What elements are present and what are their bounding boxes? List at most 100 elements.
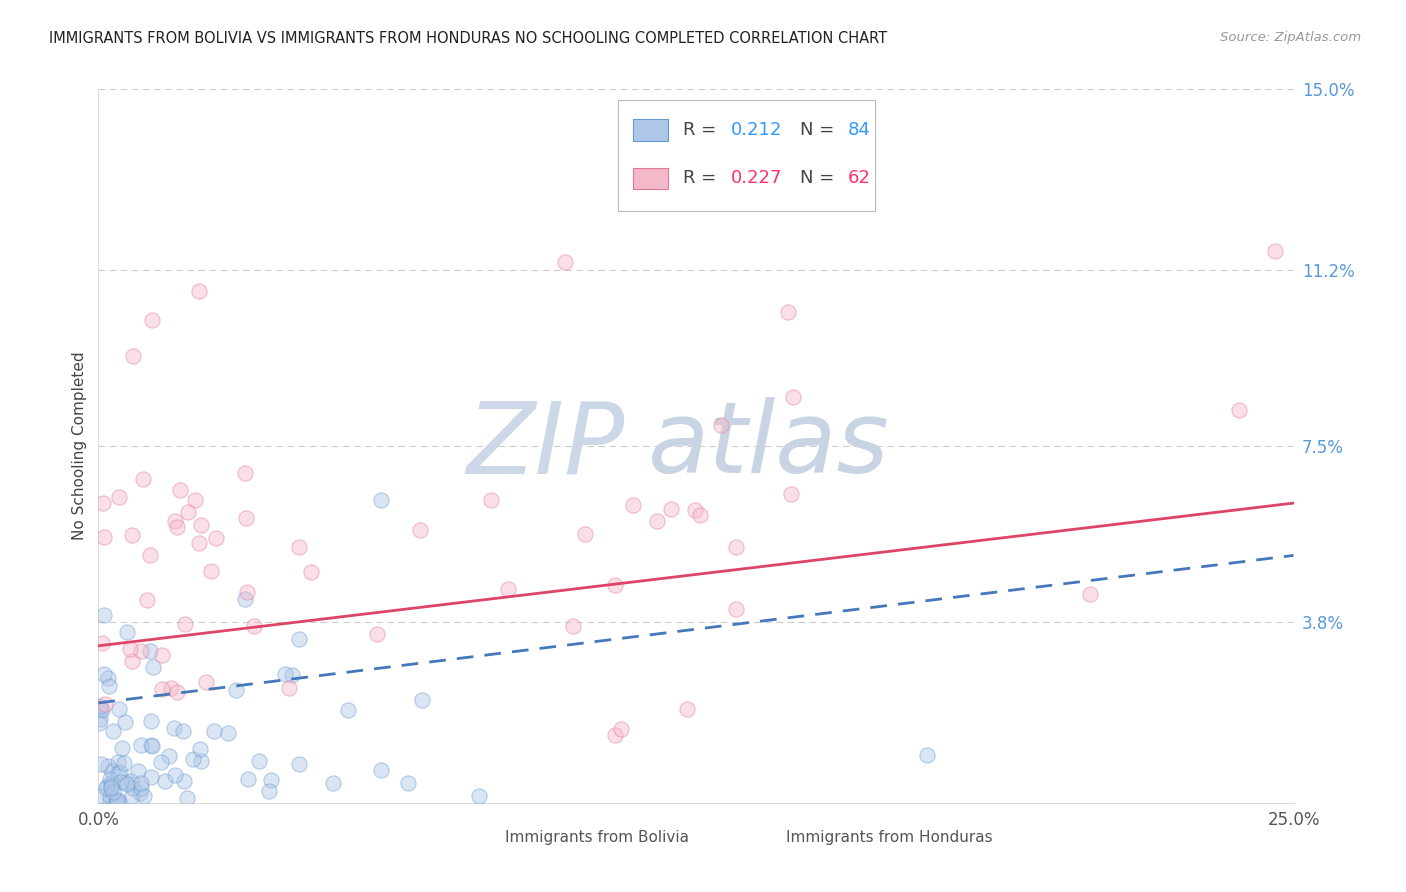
FancyBboxPatch shape	[619, 100, 876, 211]
Point	[90, 701, 112, 715]
Point	[243, 619, 266, 633]
Point	[411, 693, 433, 707]
Point	[90, 756, 112, 771]
Point	[100, 779, 122, 793]
Point	[122, 349, 145, 363]
Point	[710, 418, 733, 433]
Point	[621, 499, 644, 513]
Point	[91, 635, 114, 649]
Point	[93, 530, 115, 544]
Point	[122, 780, 145, 795]
Point	[1078, 587, 1101, 601]
Point	[685, 502, 707, 516]
Point	[114, 715, 136, 730]
Point	[129, 644, 152, 658]
FancyBboxPatch shape	[749, 828, 773, 846]
FancyBboxPatch shape	[470, 828, 494, 846]
Point	[409, 524, 432, 538]
Point	[150, 648, 173, 663]
Point	[366, 627, 388, 641]
Point	[278, 681, 301, 695]
Point	[107, 756, 129, 770]
Point	[131, 472, 153, 486]
Point	[235, 511, 257, 525]
Text: atlas: atlas	[648, 398, 890, 494]
Point	[274, 667, 297, 681]
Point	[89, 716, 111, 731]
Point	[322, 776, 344, 790]
Point	[97, 759, 120, 773]
Point	[115, 777, 138, 791]
Point	[100, 776, 122, 790]
Point	[93, 496, 115, 510]
Point	[188, 536, 211, 550]
Point	[93, 608, 115, 623]
Point	[129, 781, 152, 796]
Point	[121, 527, 143, 541]
Point	[114, 774, 136, 789]
Point	[236, 584, 259, 599]
Point	[166, 520, 188, 534]
Point	[132, 789, 155, 803]
Point	[94, 697, 117, 711]
Point	[101, 764, 124, 778]
Point	[141, 312, 163, 326]
Point	[163, 721, 186, 735]
Point	[1227, 403, 1250, 417]
Point	[98, 789, 121, 804]
Point	[299, 565, 322, 579]
Point	[779, 487, 801, 501]
Point	[176, 505, 198, 519]
Point	[496, 582, 519, 596]
Point	[103, 784, 125, 798]
Point	[98, 772, 121, 787]
Point	[94, 780, 117, 795]
Point	[236, 772, 259, 787]
Point	[108, 794, 131, 808]
Point	[112, 756, 135, 770]
FancyBboxPatch shape	[633, 168, 668, 189]
Point	[181, 751, 204, 765]
FancyBboxPatch shape	[633, 120, 668, 141]
Point	[233, 592, 256, 607]
Point	[139, 714, 162, 728]
Point	[165, 768, 187, 782]
Point	[169, 483, 191, 497]
Point	[89, 712, 111, 726]
Point	[724, 540, 747, 554]
Point	[915, 747, 938, 762]
Point	[202, 724, 225, 739]
Text: Immigrants from Bolivia: Immigrants from Bolivia	[505, 830, 689, 845]
Point	[105, 794, 128, 808]
Point	[120, 642, 142, 657]
Point	[479, 493, 502, 508]
Point	[467, 789, 489, 803]
Point	[605, 728, 627, 742]
Point	[676, 702, 699, 716]
Point	[288, 756, 311, 771]
Point	[645, 514, 668, 528]
Point	[98, 794, 121, 808]
Text: 84: 84	[848, 121, 870, 139]
Text: N =: N =	[800, 121, 839, 139]
Point	[247, 754, 270, 768]
Point	[101, 724, 124, 739]
Point	[194, 675, 217, 690]
Point	[129, 738, 152, 752]
Text: Immigrants from Honduras: Immigrants from Honduras	[786, 830, 993, 845]
Point	[776, 305, 799, 319]
Point	[288, 632, 311, 647]
Point	[108, 702, 131, 716]
Y-axis label: No Schooling Completed: No Schooling Completed	[72, 351, 87, 541]
Point	[89, 698, 111, 713]
Point	[554, 254, 576, 268]
Point	[603, 578, 626, 592]
Point	[90, 789, 112, 803]
Point	[187, 284, 209, 298]
Point	[98, 679, 121, 693]
Point	[127, 764, 149, 778]
Point	[176, 791, 198, 805]
Point	[153, 774, 176, 789]
Point	[117, 625, 139, 640]
Point	[288, 540, 311, 554]
